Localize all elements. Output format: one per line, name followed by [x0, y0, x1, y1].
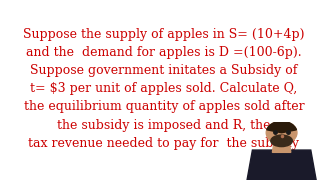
- Polygon shape: [272, 143, 291, 152]
- Circle shape: [266, 121, 297, 144]
- Text: Suppose the supply of apples in S= (10+4p): Suppose the supply of apples in S= (10+4…: [23, 28, 305, 40]
- Wedge shape: [267, 121, 296, 133]
- Text: t= $3 per unit of apples sold. Calculate Q,: t= $3 per unit of apples sold. Calculate…: [30, 82, 298, 95]
- Text: the equilibrium quantity of apples sold after: the equilibrium quantity of apples sold …: [24, 100, 304, 113]
- Text: Suppose government initates a Subsidy of: Suppose government initates a Subsidy of: [30, 64, 298, 77]
- Polygon shape: [247, 150, 316, 180]
- Text: and the  demand for apples is D =(100-6p).: and the demand for apples is D =(100-6p)…: [26, 46, 302, 59]
- Ellipse shape: [271, 135, 292, 147]
- Text: the subsidy is imposed and R, the: the subsidy is imposed and R, the: [57, 119, 271, 132]
- Text: tax revenue needed to pay for  the subsidy: tax revenue needed to pay for the subsid…: [28, 137, 300, 150]
